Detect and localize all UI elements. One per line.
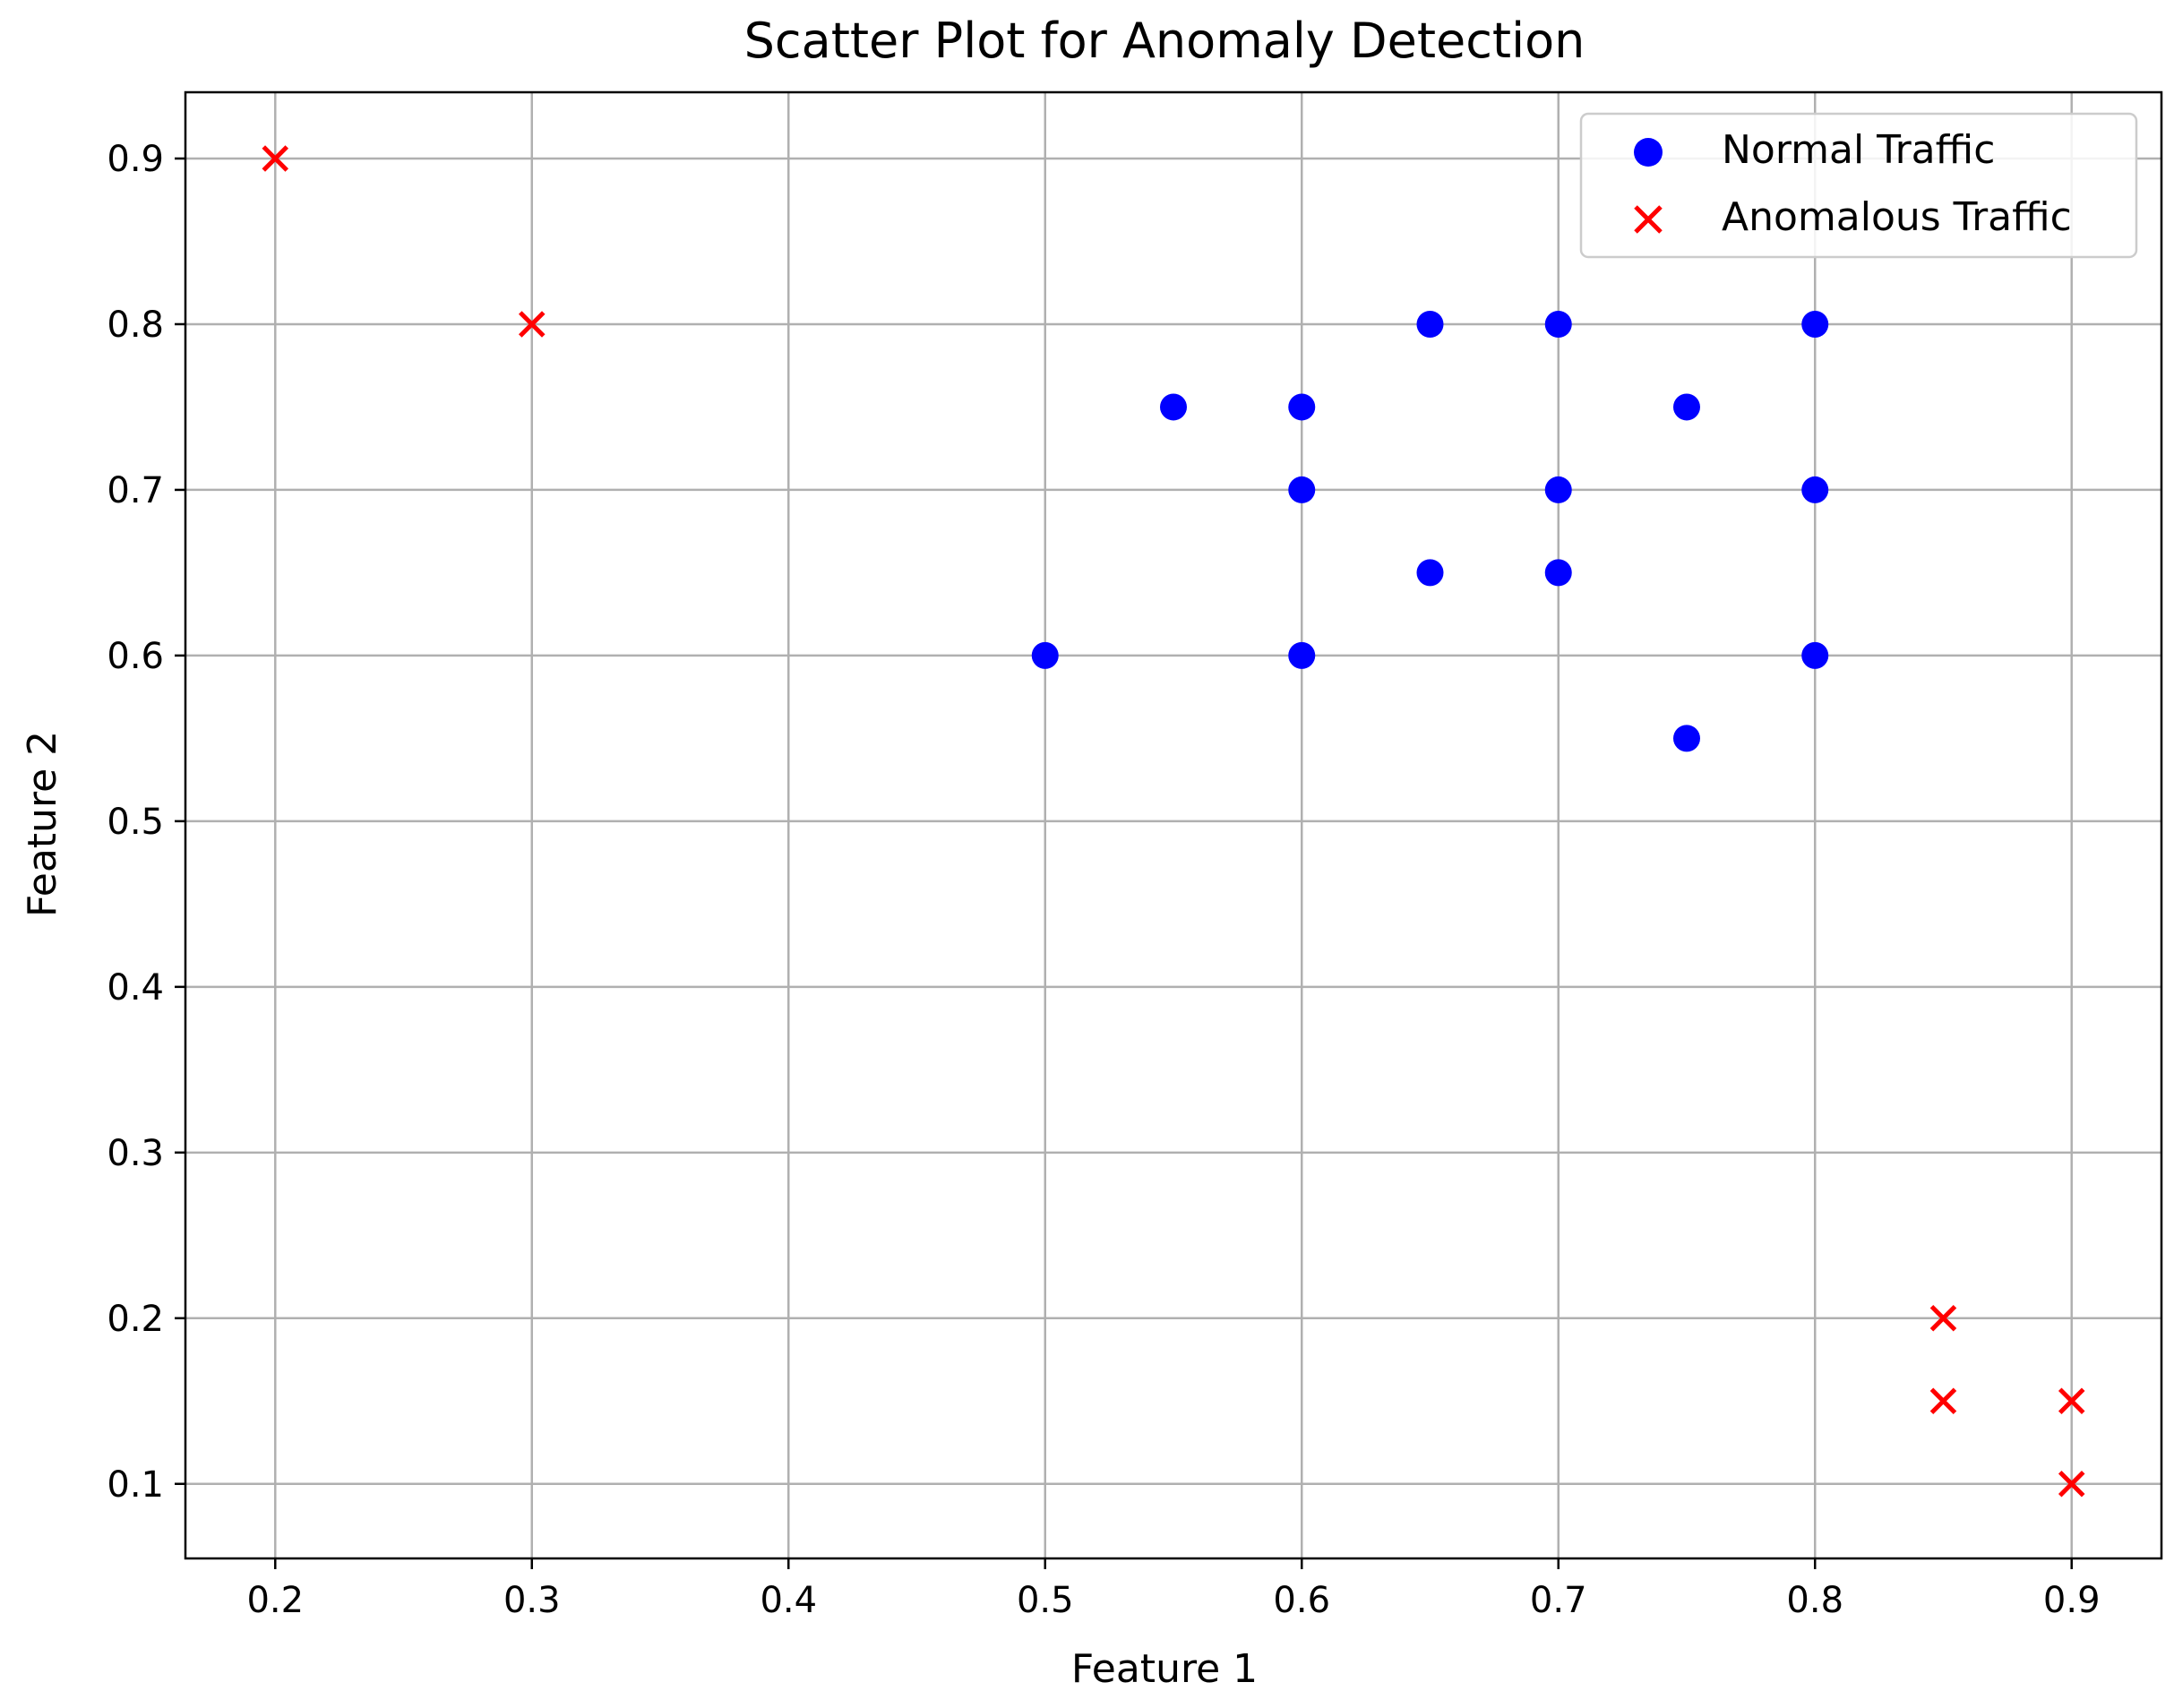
normal-traffic-point: [1801, 310, 1829, 338]
x-tick-label: 0.8: [1786, 1580, 1843, 1621]
legend-anomalous-marker: [1634, 205, 1663, 234]
legend-anomalous-label: Anomalous Traffic: [1722, 194, 2072, 240]
data-points: [262, 145, 2085, 1498]
legend-box: [1579, 112, 2138, 259]
normal-traffic-point: [1544, 310, 1572, 338]
x-tick-label: 0.5: [1017, 1580, 1074, 1621]
legend: Normal Traffic Anomalous Traffic: [1579, 112, 2138, 259]
plot-frame: [184, 90, 2163, 1560]
legend-normal-marker: [1634, 138, 1663, 167]
normal-traffic-point: [1416, 559, 1444, 587]
anomalous-traffic-point: [518, 311, 546, 338]
x-marker-stroke: [2058, 1470, 2085, 1498]
normal-traffic-point: [1288, 641, 1316, 669]
x-tick-label: 0.6: [1273, 1580, 1330, 1621]
legend-normal-label: Normal Traffic: [1722, 127, 1995, 173]
y-tick-label: 0.7: [107, 470, 164, 511]
normal-traffic-point: [1672, 725, 1700, 752]
y-tick-label: 0.9: [107, 139, 164, 180]
x-marker-stroke: [1929, 1387, 1957, 1415]
anomalous-traffic-point: [2058, 1470, 2085, 1498]
anomalous-traffic-point: [1929, 1387, 1957, 1415]
anomalous-traffic-point: [1929, 1305, 1957, 1332]
y-tick-label: 0.3: [107, 1133, 164, 1174]
normal-traffic-point: [1031, 641, 1059, 669]
x-tick-label: 0.7: [1530, 1580, 1587, 1621]
x-marker-stroke: [262, 145, 289, 172]
normal-traffic-point: [1672, 393, 1700, 421]
normal-traffic-point: [1288, 393, 1316, 421]
normal-traffic-point: [1544, 559, 1572, 587]
x-marker-stroke: [2058, 1387, 2085, 1415]
x-tick-label: 0.4: [760, 1580, 817, 1621]
y-axis-label: Feature 2: [20, 731, 65, 917]
grid: [185, 92, 2161, 1558]
normal-traffic-point: [1416, 310, 1444, 338]
y-tick-label: 0.8: [107, 305, 164, 346]
y-tick-label: 0.2: [107, 1299, 164, 1340]
x-marker-stroke: [1929, 1305, 1957, 1332]
normal-traffic-point: [1544, 476, 1572, 503]
x-tick-label: 0.3: [503, 1580, 561, 1621]
chart-title: Scatter Plot for Anomaly Detection: [744, 13, 1585, 69]
normal-traffic-point: [1801, 641, 1829, 669]
x-marker-stroke: [518, 311, 546, 338]
x-axis-ticks: 0.2 0.3 0.4 0.5 0.6 0.7 0.8 0.9: [246, 1558, 2101, 1621]
x-tick-label: 0.9: [2043, 1580, 2101, 1621]
y-tick-label: 0.4: [107, 967, 164, 1008]
x-tick-label: 0.2: [246, 1580, 304, 1621]
anomalous-traffic-point: [2058, 1387, 2085, 1415]
normal-traffic-point: [1801, 476, 1829, 503]
y-tick-label: 0.6: [107, 636, 164, 677]
anomalous-traffic-point: [262, 145, 289, 172]
normal-traffic-point: [1160, 393, 1187, 421]
x-axis-label: Feature 1: [1071, 1646, 1258, 1692]
y-tick-label: 0.1: [107, 1464, 164, 1506]
y-axis-ticks: 0.1 0.2 0.3 0.4 0.5 0.6 0.7 0.8 0.9: [107, 139, 185, 1506]
normal-traffic-point: [1288, 476, 1316, 503]
y-tick-label: 0.5: [107, 802, 164, 843]
